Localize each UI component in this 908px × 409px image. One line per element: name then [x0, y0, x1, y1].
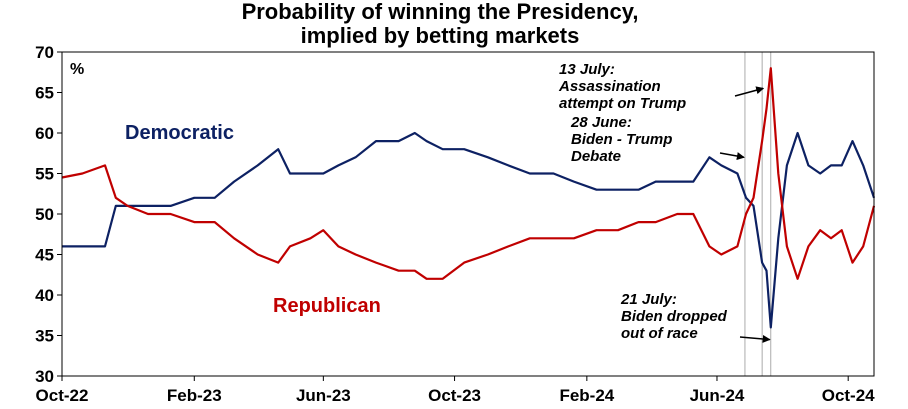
x-tick-label: Oct-23	[428, 386, 481, 405]
series-label-republican: Republican	[273, 295, 381, 317]
annotation-debate-line-1: 28 June:	[570, 114, 632, 131]
annotation-debate-line-3: Debate	[571, 148, 621, 165]
y-tick-label: 65	[35, 84, 54, 103]
x-tick-label: Jun-24	[690, 386, 745, 405]
chart-title-line-2: implied by betting markets	[301, 23, 580, 48]
x-tick-label: Oct-24	[822, 386, 875, 405]
y-tick-label: 40	[35, 286, 54, 305]
y-tick-label: 55	[35, 165, 54, 184]
annotation-assassination-line-3: attempt on Trump	[559, 95, 686, 112]
x-tick-label: Jun-23	[296, 386, 351, 405]
annotation-assassination: 13 July: Assassination attempt on Trump	[558, 61, 765, 112]
x-tick-label: Feb-23	[167, 386, 222, 405]
y-tick-label: 45	[35, 246, 54, 265]
x-axis: Oct-22 Feb-23 Jun-23 Oct-23 Feb-24 Jun-24 Oct-…	[36, 376, 875, 405]
annotation-debate-arrow	[719, 152, 745, 160]
annotation-biden-dropped-line-3: out of race	[621, 325, 698, 342]
annotation-debate: 28 June: Biden - Trump Debate	[570, 114, 745, 165]
annotation-assassination-arrow	[734, 86, 765, 97]
plot-frame	[61, 51, 875, 377]
annotation-biden-dropped-line-1: 21 July:	[620, 291, 677, 308]
chart-title-line-1: Probability of winning the Presidency,	[242, 0, 639, 24]
y-tick-label: 50	[35, 205, 54, 224]
y-tick-label: 30	[35, 367, 54, 386]
annotation-biden-dropped-arrow	[739, 335, 771, 343]
annotation-debate-line-2: Biden - Trump	[571, 131, 672, 148]
annotation-biden-dropped: 21 July: Biden dropped out of race	[620, 291, 771, 343]
y-axis: 30 35 40 45 50 55 60 65 70	[35, 43, 62, 386]
series-line-republican	[61, 67, 876, 280]
y-tick-label: 60	[35, 124, 54, 143]
annotation-assassination-line-1: 13 July:	[559, 61, 615, 78]
y-tick-label: 70	[35, 43, 54, 62]
x-tick-label: Oct-22	[36, 386, 89, 405]
series-layer	[61, 67, 876, 329]
annotation-biden-dropped-line-2: Biden dropped	[621, 308, 728, 325]
series-line-democratic	[62, 131, 876, 329]
series-label-democratic: Democratic	[125, 122, 234, 144]
unit-label: %	[70, 61, 84, 78]
x-tick-label: Feb-24	[559, 386, 614, 405]
annotation-assassination-line-2: Assassination	[558, 78, 661, 95]
y-tick-label: 35	[35, 327, 54, 346]
